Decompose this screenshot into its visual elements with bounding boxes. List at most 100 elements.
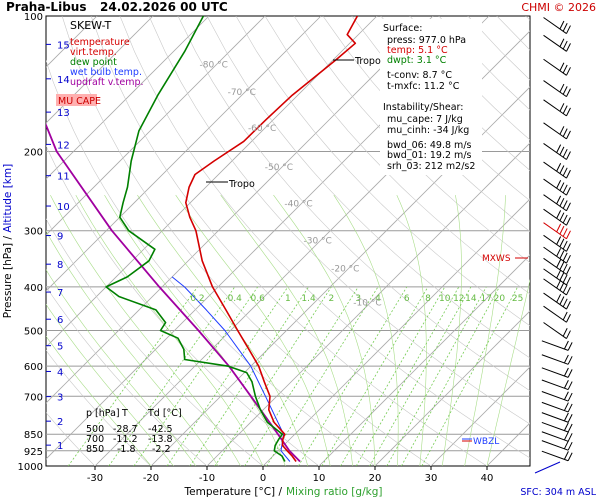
wind-barb-feather bbox=[567, 369, 573, 378]
x-tick-label: 10 bbox=[313, 473, 326, 484]
pressure-tick-label: 400 bbox=[24, 283, 43, 294]
altitude-tick-label: 7 bbox=[57, 288, 63, 299]
wind-barb-staff bbox=[543, 257, 567, 275]
wind-barb-feather bbox=[559, 238, 565, 247]
surface-info-box: Surface: press: 977.0 hPa temp: 5.1 °C d… bbox=[380, 19, 482, 175]
wind-barb-staff bbox=[541, 401, 569, 413]
wind-barb bbox=[543, 322, 571, 339]
mixing-ratio-line bbox=[214, 286, 332, 466]
wind-barb-feather bbox=[556, 180, 562, 189]
wind-barb bbox=[541, 401, 573, 413]
wind-barb-staff bbox=[541, 340, 569, 351]
moist-adiabat bbox=[396, 194, 427, 466]
wind-barb-feather bbox=[563, 340, 569, 350]
dry-adiabat bbox=[46, 412, 96, 466]
series-dew-point bbox=[105, 16, 286, 462]
dry-adiabat bbox=[177, 16, 530, 392]
table-cell: -28.7 bbox=[113, 424, 138, 435]
mixing-ratio-line bbox=[67, 286, 198, 466]
wind-barb-feather bbox=[562, 23, 568, 32]
x-tick-label: 40 bbox=[481, 473, 494, 484]
wind-barb-feather bbox=[566, 243, 571, 252]
legend-title: SKEW-T bbox=[70, 19, 112, 32]
wind-barb-staff bbox=[543, 305, 567, 323]
x-tick-label: 30 bbox=[425, 473, 438, 484]
wind-barb bbox=[543, 234, 571, 252]
wind-barb-feather bbox=[562, 40, 568, 50]
wind-barb-feather bbox=[556, 259, 562, 268]
pressure-tick-label: 200 bbox=[24, 147, 43, 158]
wind-barb-staff bbox=[541, 440, 569, 451]
dry-adiabat bbox=[46, 59, 376, 466]
mu-cinh-value: mu_cinh: -34 J/kg bbox=[387, 125, 469, 136]
moist-adiabat bbox=[75, 194, 264, 466]
wind-barb-staff bbox=[543, 80, 567, 98]
moist-adiabat bbox=[273, 194, 376, 466]
moist-adiabat bbox=[46, 269, 197, 466]
wind-barb-feather bbox=[562, 128, 568, 137]
mixing-ratio-label: 4 bbox=[375, 294, 381, 304]
wind-barb-staff bbox=[543, 143, 567, 160]
x-axis-label-temperature: Temperature [°C] / bbox=[184, 486, 283, 498]
moist-adiabat bbox=[464, 195, 506, 466]
x-tick-label: -10 bbox=[199, 473, 215, 484]
wind-barb-feather bbox=[562, 228, 568, 237]
table-cell: -2.2 bbox=[152, 444, 171, 455]
surface-wind-arrow bbox=[534, 461, 561, 474]
wind-barb-feather bbox=[556, 279, 562, 289]
wind-barb-staff bbox=[543, 34, 567, 52]
tropopause-label-upper: Tropo bbox=[354, 56, 381, 67]
wind-barb bbox=[541, 391, 573, 402]
moist-adiabat bbox=[46, 303, 174, 466]
mixing-ratio-label: 14 bbox=[465, 294, 477, 304]
dry-adiabat bbox=[148, 16, 530, 425]
altitude-tick-label: 6 bbox=[57, 315, 63, 326]
station-title: Praha-Libus bbox=[6, 0, 86, 14]
wind-barb-feather bbox=[562, 263, 568, 273]
wind-barb-feather bbox=[567, 342, 573, 351]
wind-barb-feather bbox=[556, 223, 562, 233]
altitude-tick-label: 11 bbox=[57, 172, 70, 183]
mixing-ratio-line bbox=[108, 286, 236, 466]
wind-barb-feather bbox=[566, 276, 571, 286]
wind-barb-feather bbox=[556, 144, 562, 153]
wind-barb bbox=[543, 99, 571, 117]
wind-barb-feather bbox=[563, 451, 569, 460]
wind-barb bbox=[543, 194, 571, 212]
moist-adiabat bbox=[333, 194, 399, 466]
isotherm-line bbox=[374, 310, 530, 466]
bwd-06-value: bwd_06: 49.8 m/s bbox=[387, 140, 472, 151]
wind-barb-feather bbox=[566, 25, 571, 34]
wind-barb-staff bbox=[543, 222, 567, 240]
table-header-p: p [hPa] bbox=[86, 408, 120, 419]
tropopause-label-lower: Tropo bbox=[228, 179, 255, 190]
wind-barb bbox=[543, 80, 571, 98]
moist-adiabat bbox=[175, 194, 331, 466]
wind-barb-feather bbox=[556, 163, 562, 172]
altitude-tick-label: 12 bbox=[57, 140, 70, 151]
ticks-layer: 0.2 0.4 0.6 1 1.4 2 3 4 6 8 10 12 14 17 20 25-80 °C-70 … bbox=[18, 12, 524, 484]
x-tick-label: -20 bbox=[143, 473, 159, 484]
wind-barb-feather bbox=[562, 167, 568, 177]
mu-cape-label: MU CAPE bbox=[58, 96, 101, 107]
isotherm-line bbox=[46, 16, 322, 292]
wind-barb-feather bbox=[562, 311, 568, 321]
mixing-ratio-label: 25 bbox=[512, 294, 523, 304]
wind-barb-feather bbox=[566, 43, 571, 52]
level-table: p [hPa] T Td [°C] 500 -28.7 -42.5 700 -1… bbox=[86, 408, 182, 455]
isotherm-line bbox=[46, 16, 378, 348]
table-cell: -13.8 bbox=[148, 434, 173, 445]
mixing-ratio-label: 0.4 bbox=[228, 294, 243, 304]
pressure-tick-label: 700 bbox=[24, 392, 43, 403]
dry-adiabat bbox=[206, 16, 530, 359]
wbzl-label: WBZL bbox=[473, 437, 499, 447]
wind-barb-feather bbox=[563, 354, 569, 364]
wind-barb-feather bbox=[566, 202, 571, 211]
wind-barb-feather bbox=[559, 165, 565, 174]
wind-barb-staff bbox=[543, 268, 567, 286]
isotherm-label: -20 °C bbox=[331, 265, 359, 275]
wind-barb-feather bbox=[563, 440, 569, 450]
wind-barb bbox=[541, 421, 573, 433]
wind-barb bbox=[541, 367, 573, 378]
altitude-tick-label: 2 bbox=[57, 417, 63, 428]
